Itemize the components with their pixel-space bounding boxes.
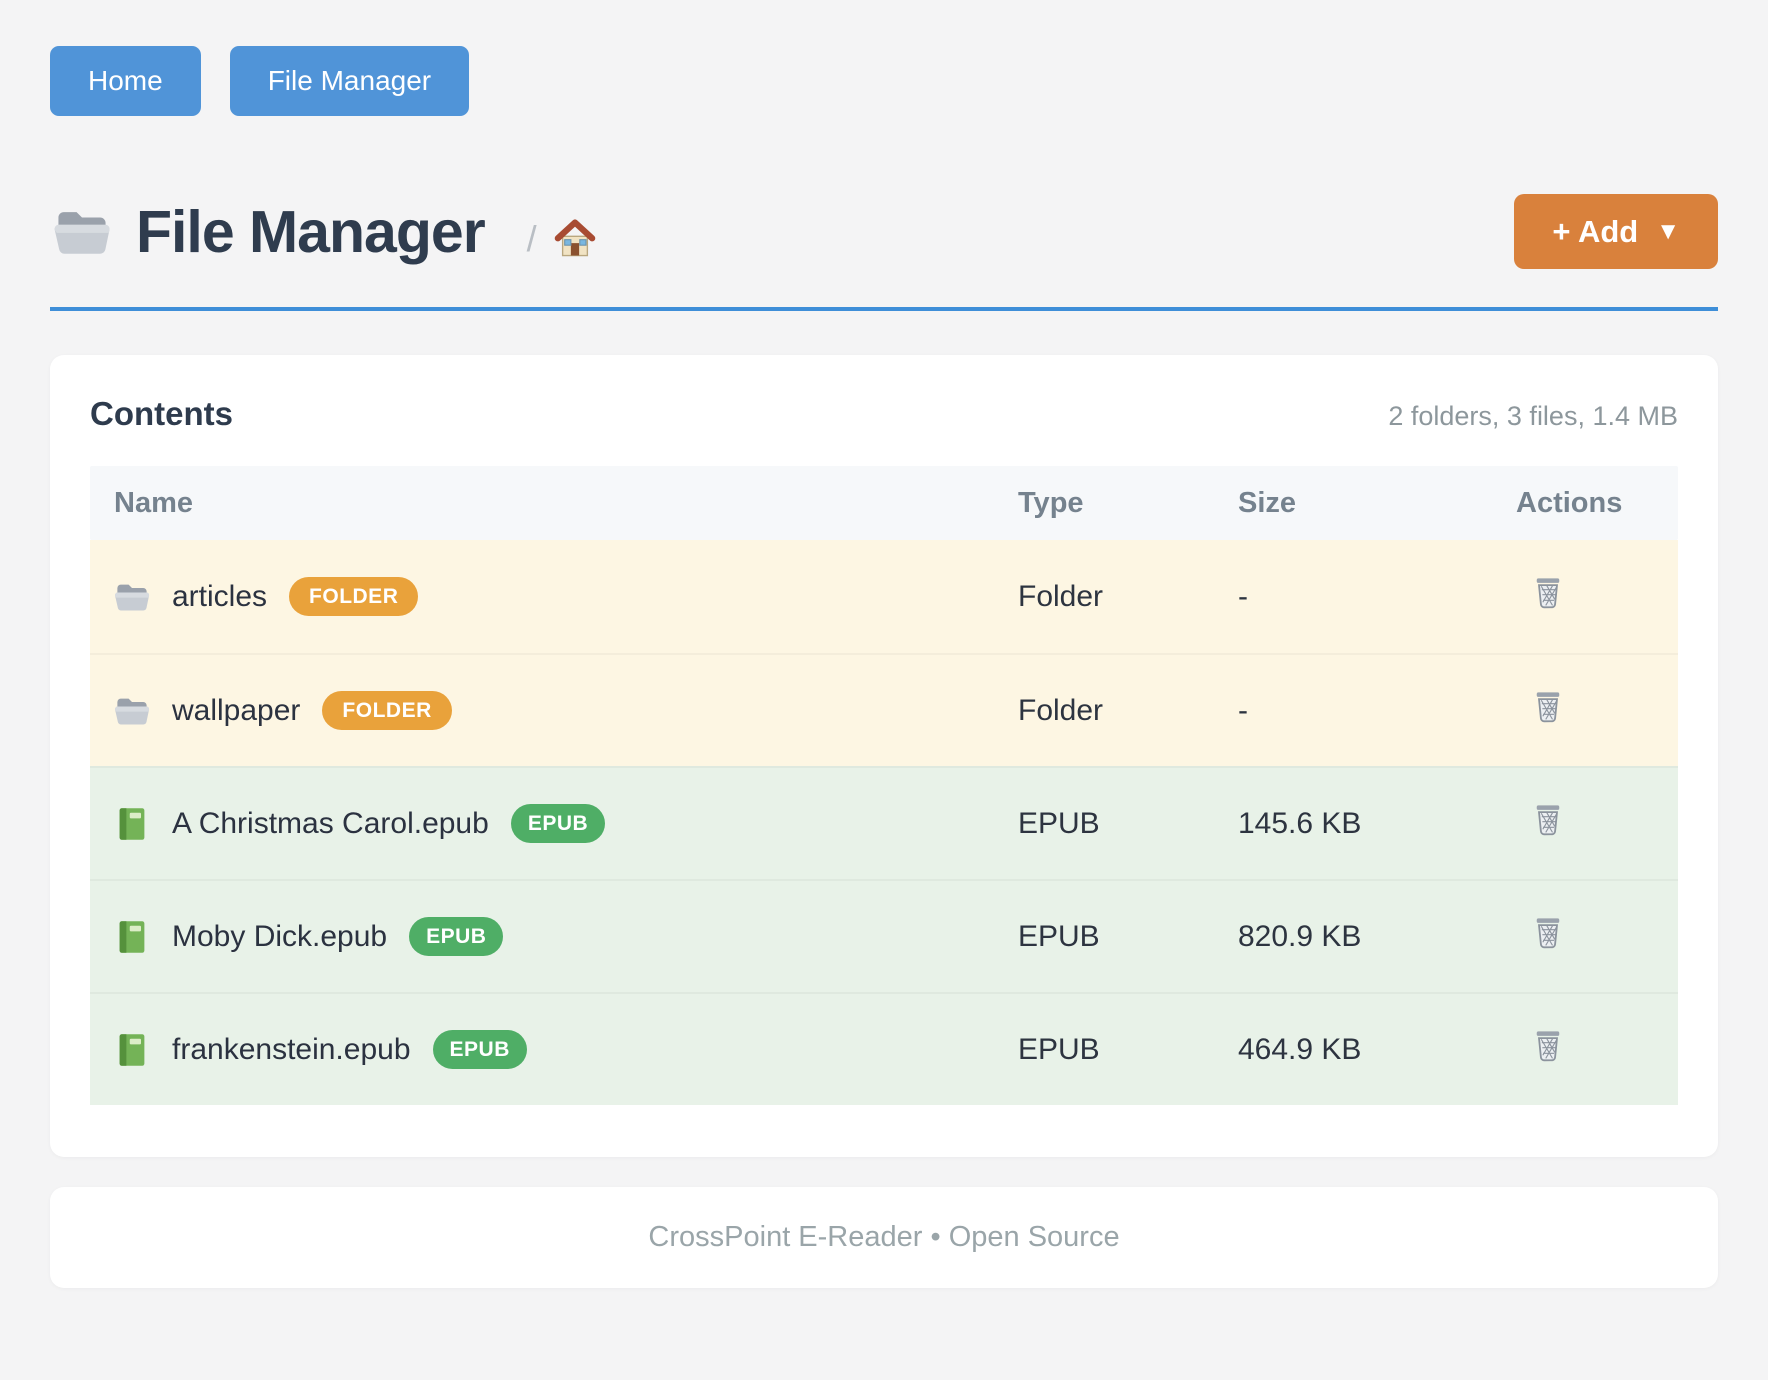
table-row[interactable]: A Christmas Carol.epub EPUB EPUB 145.6 K… (90, 766, 1678, 879)
folder-icon (50, 203, 114, 261)
breadcrumb-separator: / (526, 217, 537, 259)
actions-cell (1516, 687, 1678, 735)
caret-down-icon: ▼ (1656, 217, 1680, 245)
page-header: File Manager / + Add ▼ (50, 194, 1718, 269)
type-cell: EPUB (1018, 919, 1100, 953)
nav-button-file-manager[interactable]: File Manager (229, 46, 470, 116)
contents-summary: 2 folders, 3 files, 1.4 MB (1388, 401, 1678, 431)
type-cell: EPUB (1018, 806, 1100, 840)
type-badge: EPUB (510, 804, 606, 843)
type-cell: Folder (1018, 693, 1104, 727)
add-button[interactable]: + Add ▼ (1514, 194, 1718, 269)
footer-text: CrossPoint E-Reader • Open Source (648, 1221, 1120, 1253)
file-name: A Christmas Carol.epub (172, 806, 489, 840)
top-nav: Home File Manager (0, 0, 1768, 116)
delete-button[interactable] (1530, 800, 1566, 840)
breadcrumb: / (527, 217, 597, 261)
column-header-name: Name (114, 486, 193, 519)
contents-card: Contents 2 folders, 3 files, 1.4 MB Name… (50, 355, 1718, 1157)
size-cell: 820.9 KB (1238, 919, 1362, 953)
file-icon (114, 1032, 150, 1068)
actions-cell (1516, 913, 1678, 961)
table-body: articles FOLDER Folder - wallpaper FOLDE… (90, 540, 1678, 1105)
file-name: wallpaper (172, 693, 301, 727)
delete-button[interactable] (1530, 573, 1566, 613)
column-header-size: Size (1238, 486, 1297, 519)
header-divider (50, 307, 1718, 311)
column-header-type: Type (1018, 486, 1084, 519)
file-name: Moby Dick.epub (172, 919, 388, 953)
type-badge: FOLDER (289, 577, 419, 616)
table-row[interactable]: frankenstein.epub EPUB EPUB 464.9 KB (90, 992, 1678, 1105)
actions-cell (1516, 800, 1678, 848)
add-button-label: + Add (1552, 214, 1639, 249)
type-cell: Folder (1018, 579, 1104, 613)
delete-button[interactable] (1530, 913, 1566, 953)
size-cell: - (1238, 693, 1248, 727)
size-cell: 145.6 KB (1238, 806, 1362, 840)
file-icon (114, 693, 150, 729)
type-badge: FOLDER (322, 691, 452, 730)
file-icon (114, 579, 150, 615)
table-row[interactable]: wallpaper FOLDER Folder - (90, 653, 1678, 766)
house-icon[interactable] (553, 217, 597, 261)
page-title: File Manager (136, 198, 486, 265)
table-row[interactable]: Moby Dick.epub EPUB EPUB 820.9 KB (90, 879, 1678, 992)
type-badge: EPUB (432, 1030, 527, 1069)
name-cell: articles FOLDER (90, 577, 1018, 616)
name-cell: Moby Dick.epub EPUB (90, 917, 1018, 956)
footer-card: CrossPoint E-Reader • Open Source (50, 1187, 1718, 1288)
delete-button[interactable] (1530, 1026, 1566, 1066)
type-cell: EPUB (1018, 1032, 1100, 1066)
file-name: articles (172, 579, 268, 613)
name-cell: frankenstein.epub EPUB (90, 1030, 1018, 1069)
actions-cell (1516, 573, 1678, 621)
file-name: frankenstein.epub (172, 1032, 411, 1066)
file-icon (114, 806, 150, 842)
column-header-actions: Actions (1516, 486, 1623, 519)
type-badge: EPUB (409, 917, 504, 956)
size-cell: - (1238, 579, 1248, 613)
name-cell: A Christmas Carol.epub EPUB (90, 804, 1018, 843)
file-icon (114, 919, 150, 955)
name-cell: wallpaper FOLDER (90, 691, 1018, 730)
file-table: Name Type Size Actions articles FOLDER F… (90, 466, 1678, 1105)
table-row[interactable]: articles FOLDER Folder - (90, 540, 1678, 653)
contents-title: Contents (90, 395, 233, 432)
actions-cell (1516, 1026, 1678, 1074)
table-header-row: Name Type Size Actions (90, 466, 1678, 540)
contents-card-header: Contents 2 folders, 3 files, 1.4 MB (90, 395, 1678, 433)
nav-button-home[interactable]: Home (50, 46, 201, 116)
delete-button[interactable] (1530, 687, 1566, 727)
size-cell: 464.9 KB (1238, 1032, 1362, 1066)
